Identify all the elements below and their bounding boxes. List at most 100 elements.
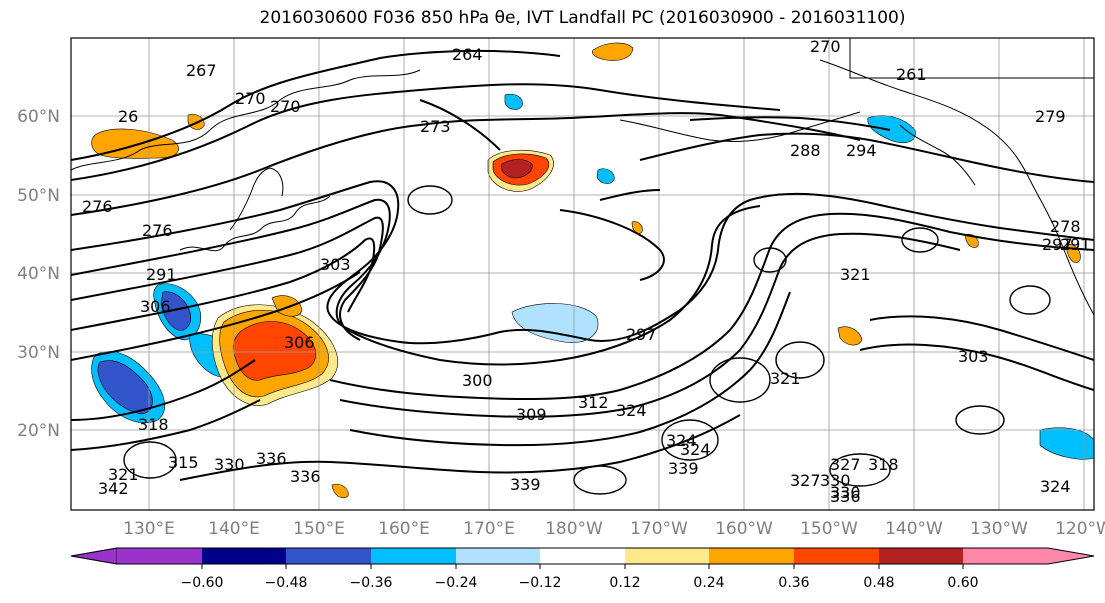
longitude-label: 170°W	[630, 519, 688, 539]
longitude-label: 160°E	[378, 519, 430, 539]
contour-label: 336	[290, 467, 321, 486]
colorbar-segment	[202, 548, 286, 564]
longitude-label: 140°E	[208, 519, 260, 539]
contour-label: 330	[830, 483, 861, 502]
longitude-label: 130°E	[123, 519, 175, 539]
contour-label: 324	[666, 431, 697, 450]
contour-label: 26	[118, 107, 138, 126]
colorbar-under-arrow	[70, 547, 118, 565]
contour-label: 327	[790, 471, 821, 490]
contour-label: 261	[896, 65, 927, 84]
contour-label: 336	[256, 449, 287, 468]
negative-anomaly-bering	[504, 93, 523, 110]
colorbar-tick-label: −0.60	[181, 575, 224, 591]
latitude-label: 60°N	[17, 107, 60, 127]
contour-label: 321	[108, 465, 139, 484]
small-contours	[123, 185, 1051, 495]
negative-anomaly-gulf	[596, 168, 615, 184]
longitude-label: 150°W	[800, 519, 858, 539]
contour-label: 324	[680, 440, 711, 459]
colorbar-tick-label: −0.12	[519, 575, 562, 591]
latitude-labels: 60°N 50°N 40°N 30°N 20°N	[17, 107, 60, 441]
contour-label: 276	[82, 197, 113, 216]
contour-label: 270	[235, 89, 266, 108]
longitude-labels: 130°E 140°E 150°E 160°E 170°E 180°W 170°…	[123, 519, 1105, 539]
contour-label: 342	[98, 479, 129, 498]
colorbar-segment	[456, 548, 540, 564]
colorbar-segment	[709, 548, 794, 564]
colorbar-segment	[117, 548, 202, 564]
contour-label: 315	[168, 453, 199, 472]
colorbar-segment	[879, 548, 963, 564]
longitude-label: 140°W	[885, 519, 943, 539]
negative-anomaly-central-light	[511, 303, 599, 343]
contour-label: 318	[868, 455, 899, 474]
contour-label: 300	[462, 371, 493, 390]
contour-label: 324	[616, 401, 647, 420]
colorbar-segment	[540, 548, 625, 564]
positive-anomaly-subtrop	[837, 326, 863, 346]
longitude-label: 150°E	[293, 519, 345, 539]
colorbar-tick-label: −0.36	[350, 575, 393, 591]
colorbar-tick-label: 0.48	[863, 575, 894, 591]
theta-e-contours	[71, 49, 1094, 481]
longitude-label: 160°W	[715, 519, 773, 539]
contour-label: 330	[214, 455, 245, 474]
colorbar-segment	[286, 548, 371, 564]
contour-label: 288	[790, 141, 821, 160]
longitude-label: 120°W	[1055, 519, 1105, 539]
latitude-label: 40°N	[17, 264, 60, 284]
map-frame	[70, 37, 1095, 511]
map-title: 2016030600 F036 850 hPa θe, IVT Landfall…	[259, 8, 906, 28]
colorbar-tick-label: −0.24	[435, 575, 478, 591]
contour-label: 318	[138, 415, 169, 434]
negative-anomaly-east	[1039, 427, 1094, 460]
colorbar-tick-label: 0.60	[947, 575, 978, 591]
contour-label: 303	[320, 255, 351, 274]
longitude-label: 170°E	[463, 519, 515, 539]
contour-label: 278	[1050, 217, 1081, 236]
contour-label: 324	[1040, 477, 1071, 496]
latitude-label: 50°N	[17, 186, 60, 206]
colorbar-segment	[371, 548, 456, 564]
contour-label: 330	[820, 471, 851, 490]
colorbar-over-arrow	[963, 548, 1094, 564]
contour-label: 321	[840, 265, 871, 284]
contour-label: 267	[186, 61, 217, 80]
contour-label: 309	[516, 405, 547, 424]
contour-labels: 264 267 270 270 26 273 276 276 279 288 2…	[82, 37, 1091, 506]
contour-label: 327	[830, 455, 861, 474]
latitude-label: 20°N	[17, 421, 60, 441]
contour-label: 306	[284, 333, 315, 352]
negative-anomaly-alaska	[867, 115, 916, 143]
colorbar-tick-label: 0.36	[778, 575, 809, 591]
contour-label: 306	[140, 297, 171, 316]
latitude-label: 30°N	[17, 343, 60, 363]
negative-anomaly-core-japan	[160, 291, 191, 331]
contour-label: 339	[668, 459, 699, 478]
contour-label: 336	[830, 487, 861, 506]
contour-label: 279	[1035, 107, 1066, 126]
contour-label: 303	[958, 347, 989, 366]
contour-label: 270	[810, 37, 841, 56]
coastlines	[71, 38, 1094, 316]
contour-label: 270	[270, 97, 301, 116]
contour-label: 276	[142, 221, 173, 240]
positive-anomaly-arctic	[591, 42, 634, 61]
contour-label: 297	[626, 325, 657, 344]
positive-anomaly-small-4	[331, 483, 349, 499]
positive-anomaly-fills	[91, 42, 1081, 499]
contour-label: 291	[1060, 235, 1091, 254]
contour-label: 297	[1042, 235, 1073, 254]
colorbar-segment	[794, 548, 879, 564]
colorbar-tick-label: 0.24	[693, 575, 724, 591]
contour-label: 339	[510, 475, 541, 494]
colorbar-segment	[625, 548, 709, 564]
longitude-label: 130°W	[970, 519, 1028, 539]
negative-anomaly-core-west	[97, 360, 153, 415]
colorbar: −0.60 −0.48 −0.36 −0.24 −0.12 0.12 0.24 …	[70, 547, 1095, 591]
contour-label: 321	[770, 369, 801, 388]
graticule	[71, 38, 1094, 510]
positive-anomaly-japan-core	[233, 321, 316, 381]
